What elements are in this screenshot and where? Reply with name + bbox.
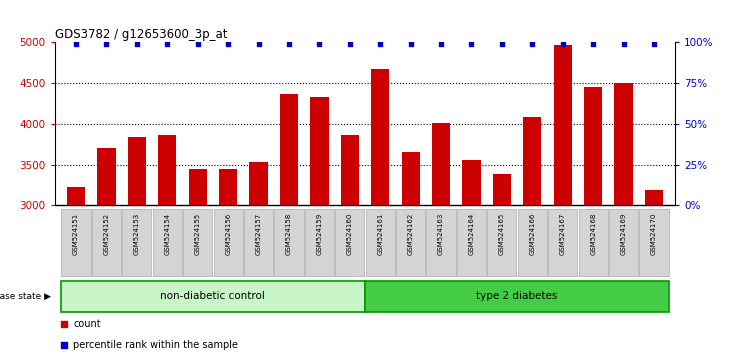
Bar (639, 209, 669, 276)
Bar (219, 169, 237, 354)
Text: GSM524164: GSM524164 (469, 213, 475, 255)
Text: GSM524165: GSM524165 (499, 213, 505, 255)
Bar (493, 175, 511, 354)
Point (283, 41, 295, 47)
Text: GSM524153: GSM524153 (134, 213, 140, 255)
Text: GSM524168: GSM524168 (590, 213, 596, 255)
Bar (274, 209, 304, 276)
Bar (280, 94, 298, 354)
Bar (366, 209, 395, 276)
Text: GSM524151: GSM524151 (73, 213, 79, 255)
Bar (188, 169, 207, 354)
Bar (523, 116, 542, 354)
Text: GSM524159: GSM524159 (316, 213, 323, 255)
Bar (97, 148, 115, 354)
Point (314, 41, 326, 47)
Bar (584, 87, 602, 354)
Text: GSM524163: GSM524163 (438, 213, 444, 255)
Point (374, 41, 386, 47)
Text: GSM524169: GSM524169 (620, 213, 626, 255)
Bar (432, 123, 450, 354)
Bar (123, 209, 152, 276)
Text: disease state ▶: disease state ▶ (0, 292, 51, 301)
Bar (244, 209, 273, 276)
Bar (92, 209, 121, 276)
Bar (579, 209, 608, 276)
Bar (67, 187, 85, 354)
Bar (183, 209, 212, 276)
Bar (645, 190, 663, 354)
Point (161, 41, 173, 47)
Bar (335, 209, 364, 276)
Bar (305, 209, 334, 276)
Text: GSM524162: GSM524162 (407, 213, 414, 255)
Point (192, 41, 204, 47)
Bar (488, 209, 517, 276)
Bar (158, 135, 177, 354)
Text: GSM524157: GSM524157 (255, 213, 261, 255)
Point (618, 41, 629, 47)
Point (466, 41, 477, 47)
Point (344, 41, 356, 47)
Text: GSM524170: GSM524170 (651, 213, 657, 255)
Bar (250, 162, 268, 354)
Bar (153, 209, 182, 276)
Point (131, 41, 143, 47)
Text: GSM524167: GSM524167 (560, 213, 566, 255)
Bar (518, 209, 547, 276)
Text: GSM524156: GSM524156 (225, 213, 231, 255)
Point (496, 41, 508, 47)
Bar (457, 209, 486, 276)
Text: GSM524154: GSM524154 (164, 213, 170, 255)
Bar (61, 281, 365, 312)
Bar (462, 160, 480, 354)
Point (587, 41, 599, 47)
Point (648, 41, 660, 47)
Bar (396, 209, 426, 276)
Point (70, 41, 82, 47)
Bar (365, 281, 669, 312)
Point (253, 41, 264, 47)
Text: GSM524166: GSM524166 (529, 213, 535, 255)
Bar (61, 209, 91, 276)
Point (526, 41, 538, 47)
Text: GSM524158: GSM524158 (286, 213, 292, 255)
Text: type 2 diabetes: type 2 diabetes (477, 291, 558, 302)
Text: GSM524155: GSM524155 (195, 213, 201, 255)
Text: GDS3782 / g12653600_3p_at: GDS3782 / g12653600_3p_at (55, 28, 227, 41)
Text: GSM524160: GSM524160 (347, 213, 353, 255)
Bar (548, 209, 577, 276)
Bar (214, 209, 242, 276)
Point (435, 41, 447, 47)
Bar (609, 209, 638, 276)
Text: GSM524152: GSM524152 (104, 213, 110, 255)
Point (58, 342, 70, 348)
Point (405, 41, 417, 47)
Text: count: count (73, 319, 101, 329)
Point (557, 41, 569, 47)
Text: percentile rank within the sample: percentile rank within the sample (73, 340, 239, 350)
Bar (615, 83, 633, 354)
Point (101, 41, 112, 47)
Bar (341, 135, 359, 354)
Bar (402, 152, 420, 354)
Bar (371, 69, 389, 354)
Bar (128, 137, 146, 354)
Bar (553, 45, 572, 354)
Text: non-diabetic control: non-diabetic control (161, 291, 265, 302)
Text: GSM524161: GSM524161 (377, 213, 383, 255)
Bar (426, 209, 456, 276)
Bar (310, 97, 328, 354)
Point (223, 41, 234, 47)
Point (58, 321, 70, 327)
